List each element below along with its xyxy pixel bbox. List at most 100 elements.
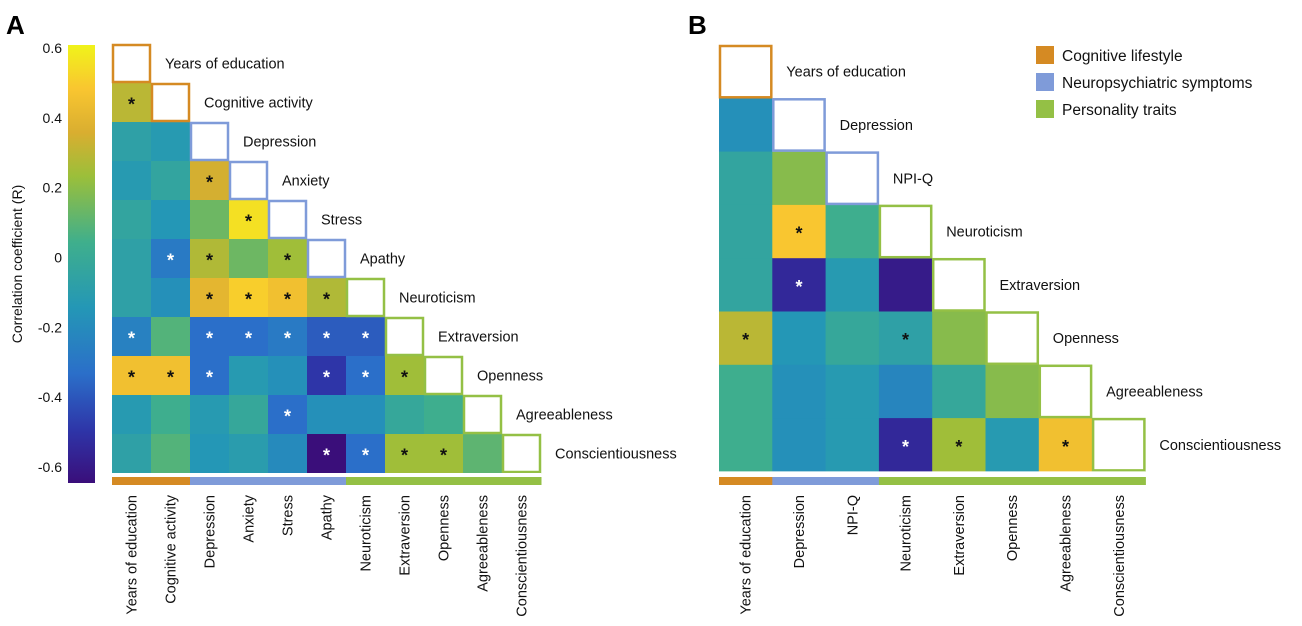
column-label: Years of education [125,495,141,615]
group-bar-segment [229,477,269,485]
heatmap-cell [229,356,269,396]
group-bar-segment [825,477,880,485]
heatmap-cell [268,434,308,474]
heatmap-cell [268,239,308,279]
significance-marker: * [206,251,213,271]
diagonal-cell [825,151,880,206]
colorbar-tick-label: -0.4 [38,389,62,405]
heatmap-cell [772,364,827,419]
column-label: Conscientiousness [1112,495,1128,617]
column-label: Anxiety [242,494,258,542]
column-label: Agreeableness [1058,495,1074,592]
column-label: Conscientiousness [515,495,531,617]
diagonal-cell [985,311,1040,366]
row-label: Openness [477,369,543,385]
heatmap-cell [932,311,986,366]
row-label: Extraversion [438,330,519,346]
row-label: Years of education [165,57,285,73]
legend-label: Personality traits [1062,102,1177,119]
legend-label: Cognitive lifestyle [1062,48,1183,65]
column-label: Depression [203,495,219,568]
heatmap-cell [825,204,880,259]
column-label: Depression [792,495,808,568]
group-bar-segment [151,477,191,485]
heatmap-cell [151,317,191,357]
row-label: Years of education [786,65,906,81]
significance-marker: * [206,368,213,388]
colorbar-tick-label: 0.4 [43,110,63,126]
group-bar-segment [772,477,827,485]
heatmap-cell [112,395,152,435]
diagonal-cell [150,82,191,123]
group-bar-segment [932,477,986,485]
significance-marker: * [284,407,291,427]
group-bar-segment [1038,477,1093,485]
significance-marker: * [902,437,909,457]
heatmap-cell [1038,418,1093,472]
heatmap-cell [151,200,191,240]
significance-marker: * [284,329,291,349]
heatmap-cell [190,356,230,396]
heatmap-cell [772,151,827,206]
heatmap-cell [112,83,152,123]
group-bar-segment [878,477,933,485]
column-label: Extraversion [952,495,968,576]
heatmap-panel-b: * * * * * * * Years of education Years of educat… [718,44,1281,617]
heatmap-cell [112,356,152,396]
group-bar-segment [424,477,464,485]
heatmap-cell [463,434,503,474]
heatmap-cell [772,204,827,259]
significance-marker: * [1062,437,1069,457]
significance-marker: * [401,368,408,388]
diagonal-cell [111,43,152,84]
significance-marker: * [206,290,213,310]
diagonal-cell [345,277,386,318]
heatmap-cell [878,258,933,312]
significance-marker: * [167,368,174,388]
colorbar-tick-label: 0 [54,250,62,266]
heatmap-cell [878,311,933,366]
heatmap-cell [719,418,773,472]
significance-marker: * [323,446,330,466]
row-label: Openness [1053,331,1119,347]
heatmap-panel-a: * * * * * * * * * * * * * * * * * * * * * * * * * * * Years of educ… [111,43,677,617]
heatmap-cell [719,151,773,206]
significance-marker: * [128,95,135,115]
heatmap-cell [112,434,152,474]
significance-marker: * [440,446,447,466]
heatmap-cell [878,418,933,472]
panel-label-b: B [688,10,707,40]
significance-marker: * [323,368,330,388]
column-label: Years of education [739,495,755,615]
heatmap-cell [229,395,269,435]
heatmap-cell [112,239,152,279]
heatmap-cell [112,122,152,162]
heatmap-cell [268,395,308,435]
diagonal-cell [189,121,230,162]
heatmap-cell [112,278,152,318]
heatmap-cell [151,161,191,201]
heatmap-cell [985,418,1040,472]
row-label: Cognitive activity [204,96,314,112]
row-label: Agreeableness [516,408,613,424]
significance-marker: * [284,251,291,271]
significance-marker: * [362,329,369,349]
significance-marker: * [323,329,330,349]
column-label: Openness [437,495,453,561]
diagonal-cell [718,44,773,99]
column-label: Openness [1005,495,1021,561]
heatmap-cell [190,161,230,201]
heatmap-cell [307,434,347,474]
diagonal-cell [462,394,503,435]
legend-label: Neuropsychiatric symptoms [1062,75,1253,92]
significance-marker: * [245,212,252,232]
heatmap-cell [932,418,986,472]
heatmap-cell [719,258,773,312]
heatmap-cell [772,258,827,312]
heatmap-cell [151,278,191,318]
row-label: Extraversion [1000,278,1081,294]
heatmap-cell [307,278,347,318]
column-label: Stress [281,495,297,536]
column-label: Extraversion [398,495,414,576]
column-label: Neuroticism [359,495,375,572]
